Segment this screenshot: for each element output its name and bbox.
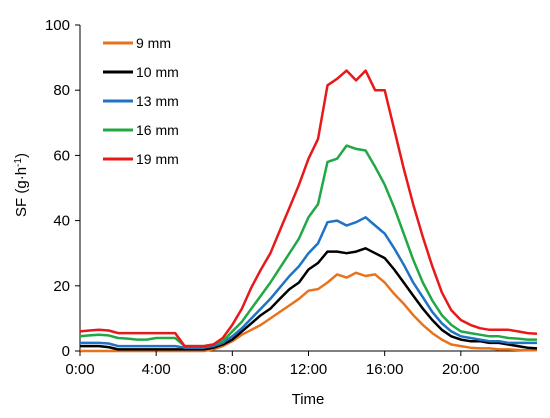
y-axis-title-main: SF (g·h — [13, 167, 30, 217]
legend-label-16-mm: 16 mm — [136, 122, 179, 138]
x-tick-label: 12:00 — [290, 361, 328, 378]
y-axis-ticks: 0 20 40 60 80 100 — [45, 17, 80, 360]
series-line-13-mm — [80, 216, 537, 349]
x-tick-label: 4:00 — [142, 361, 171, 378]
y-axis-title: SF (g·h-1) — [13, 153, 31, 217]
legend-label-9-mm: 9 mm — [136, 35, 171, 51]
series-line-16-mm — [79, 144, 537, 348]
x-axis-ticks: 0:00 4:00 8:00 12:00 16:00 20:00 — [65, 351, 480, 378]
x-tick-label: 20:00 — [442, 361, 480, 378]
y-tick-label: 100 — [45, 17, 70, 34]
x-tick-label: 16:00 — [366, 361, 404, 378]
y-tick-label: 0 — [62, 343, 70, 360]
legend: 9 mm 10 mm 13 mm 16 mm 19 mm — [103, 35, 179, 167]
legend-label-13-mm: 13 mm — [136, 93, 179, 109]
series-line-10-mm — [80, 247, 538, 351]
y-axis-title-exponent: -1 — [13, 158, 24, 167]
x-axis-title: Time — [292, 391, 325, 408]
series-line-19-mm — [79, 69, 538, 348]
y-tick-label: 40 — [53, 213, 70, 230]
legend-label-10-mm: 10 mm — [136, 64, 179, 80]
y-tick-label: 80 — [53, 82, 70, 99]
series-lines — [79, 69, 538, 353]
y-tick-label: 20 — [53, 278, 70, 295]
legend-label-19-mm: 19 mm — [136, 151, 179, 167]
x-tick-label: 0:00 — [65, 361, 94, 378]
y-axis-title-close: ) — [13, 153, 30, 158]
y-tick-label: 60 — [53, 147, 70, 164]
x-tick-label: 8:00 — [218, 361, 247, 378]
